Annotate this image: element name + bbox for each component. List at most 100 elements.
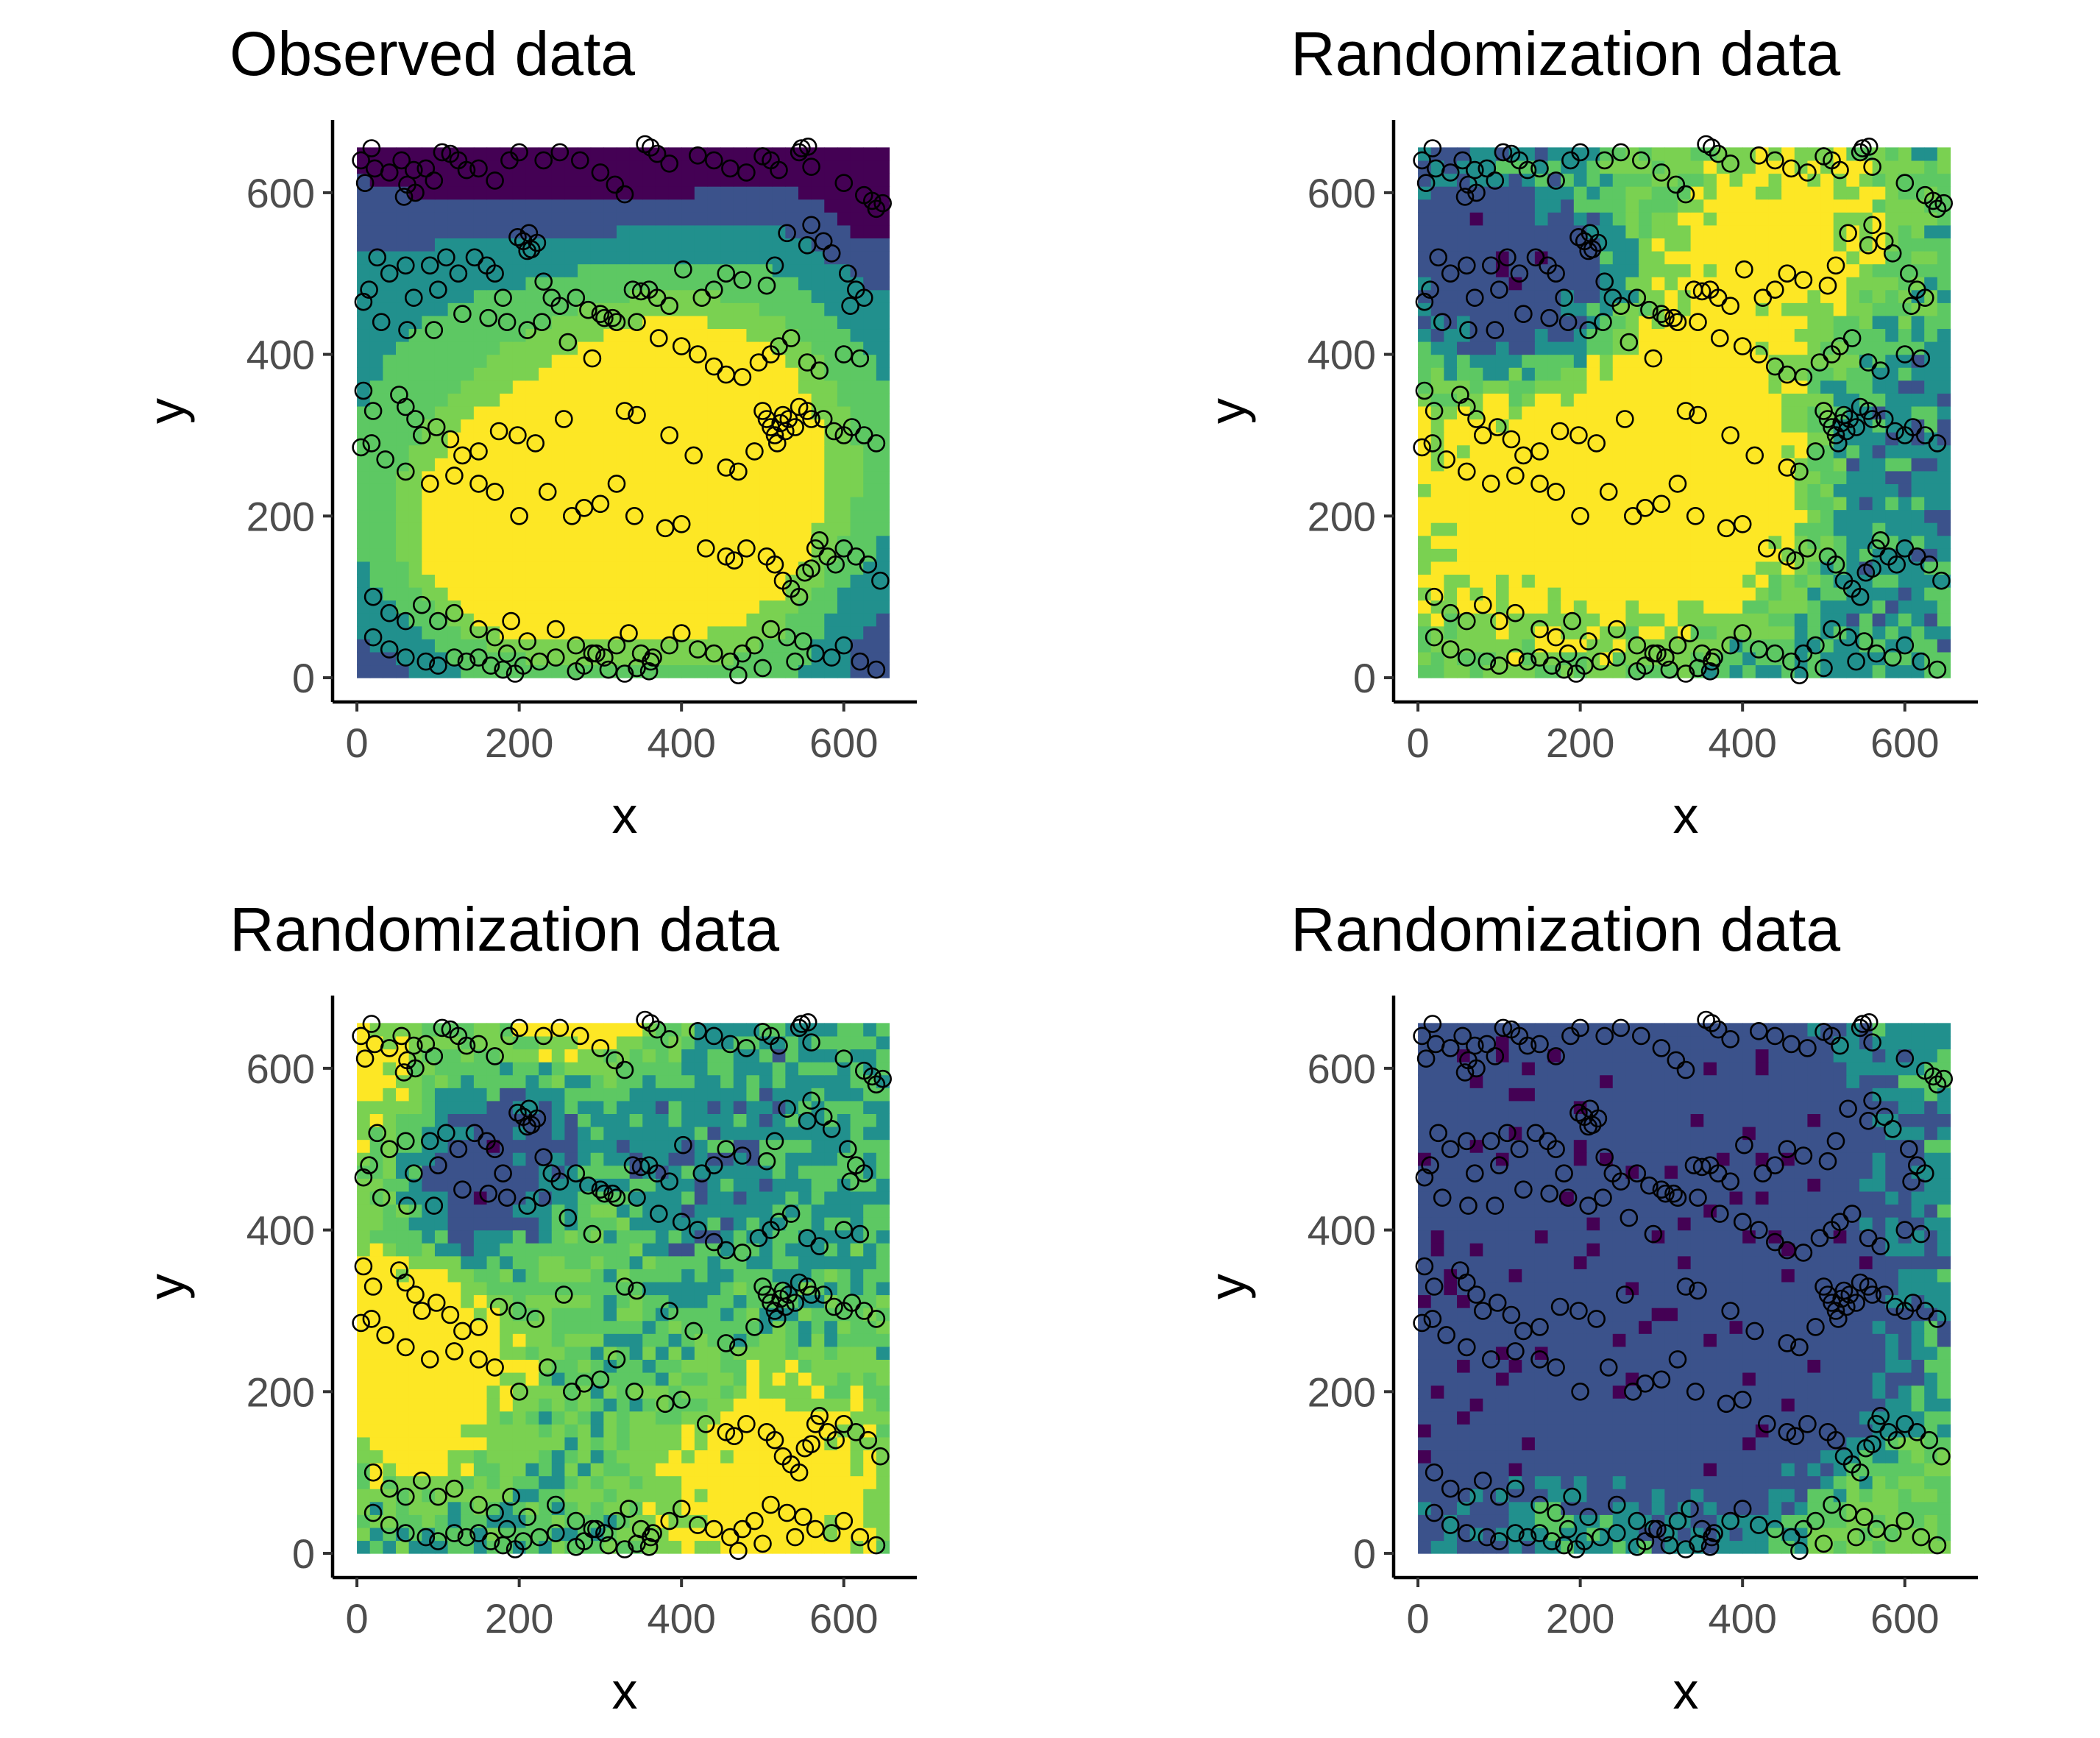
raster-cell <box>1430 613 1444 627</box>
raster-cell <box>1495 496 1510 511</box>
raster-cell <box>1846 483 1860 497</box>
raster-cell <box>486 328 500 342</box>
raster-cell <box>668 380 682 394</box>
raster-cell <box>1495 535 1510 549</box>
raster-cell <box>1534 289 1549 303</box>
raster-cell <box>1457 367 1471 381</box>
raster-cell <box>746 328 760 342</box>
raster-cell <box>564 651 578 666</box>
raster-cell <box>422 483 436 497</box>
raster-cell <box>1457 483 1471 497</box>
raster-cell <box>1561 535 1575 549</box>
raster-cell <box>357 561 371 575</box>
raster-cell <box>616 263 631 277</box>
data-point <box>776 422 795 441</box>
raster-cell <box>746 302 760 316</box>
raster-cell <box>1664 444 1678 458</box>
raster-cell <box>1418 639 1432 653</box>
raster-cell <box>1885 444 1899 458</box>
data-point <box>570 151 589 170</box>
raster-cell <box>1573 509 1588 523</box>
raster-cell <box>642 238 656 252</box>
raster-cell <box>1924 458 1938 472</box>
raster-cell <box>1586 548 1600 562</box>
raster-cell <box>655 561 670 575</box>
raster-cell <box>1781 600 1795 614</box>
raster-cell <box>811 263 825 277</box>
raster-cell <box>1755 263 1770 277</box>
raster-cell <box>837 380 851 394</box>
raster-cell <box>1703 496 1717 511</box>
raster-cell <box>383 186 397 200</box>
raster-cell <box>681 1294 695 1308</box>
raster-cell <box>564 186 578 200</box>
raster-cell <box>1625 224 1639 238</box>
raster-cell <box>863 1243 877 1257</box>
raster-cell <box>551 212 565 226</box>
raster-cell <box>473 419 488 433</box>
raster-cell <box>461 496 475 511</box>
raster-cell <box>603 1230 617 1244</box>
raster-cell <box>1781 432 1795 446</box>
raster-cell <box>357 1501 371 1515</box>
data-point <box>355 174 375 192</box>
raster-cell <box>1651 263 1665 277</box>
raster-cell <box>746 1411 760 1425</box>
raster-cell <box>357 1411 371 1425</box>
raster-cell <box>396 1243 410 1257</box>
raster-cell <box>1742 238 1756 252</box>
raster-cell <box>500 1281 514 1296</box>
raster-cell <box>512 625 527 639</box>
raster-cell <box>1703 160 1717 174</box>
raster-cell <box>1937 587 1951 601</box>
raster-cell <box>785 561 799 575</box>
raster-cell <box>603 186 617 200</box>
raster-cell <box>383 1540 397 1554</box>
raster-cell <box>434 1230 449 1244</box>
raster-cell <box>539 367 553 381</box>
raster-cell <box>447 302 461 316</box>
raster-cell <box>1651 277 1665 291</box>
raster-cell <box>668 1333 682 1347</box>
raster-cell <box>629 600 643 614</box>
raster-cell <box>1457 277 1471 291</box>
raster-cell <box>1586 587 1600 601</box>
raster-cell <box>824 1333 838 1347</box>
raster-cell <box>357 1527 371 1542</box>
raster-cell <box>525 522 539 536</box>
raster-cell <box>642 1243 656 1257</box>
raster-cell <box>1612 444 1626 458</box>
raster-cell <box>578 522 592 536</box>
raster-cell <box>1820 613 1834 627</box>
raster-cell <box>863 238 877 252</box>
data-point <box>826 555 845 574</box>
raster-cell <box>772 1269 786 1283</box>
raster-cell <box>655 1372 670 1386</box>
raster-cell <box>408 1320 422 1334</box>
raster-cell <box>720 419 734 433</box>
raster-cell <box>824 315 838 330</box>
raster-cell <box>1703 613 1717 627</box>
raster-cell <box>512 173 527 187</box>
raster-cell <box>408 639 422 653</box>
raster-cell <box>1625 458 1639 472</box>
raster-cell <box>564 1333 578 1347</box>
raster-cell <box>668 186 682 200</box>
raster-cell <box>1716 224 1731 238</box>
raster-cell <box>642 613 656 627</box>
raster-cell <box>1690 432 1704 446</box>
raster-cell <box>603 548 617 562</box>
raster-cell <box>1677 470 1692 484</box>
raster-cell <box>408 1359 422 1373</box>
raster-cell <box>1859 328 1873 342</box>
raster-cell <box>720 250 734 265</box>
raster-cell <box>590 470 604 484</box>
raster-cell <box>642 1308 656 1322</box>
raster-cell <box>512 1281 527 1296</box>
raster-cell <box>681 380 695 394</box>
raster-cell <box>785 1255 799 1269</box>
raster-cell <box>720 186 734 200</box>
raster-cell <box>422 186 436 200</box>
raster-cell <box>1522 354 1536 368</box>
